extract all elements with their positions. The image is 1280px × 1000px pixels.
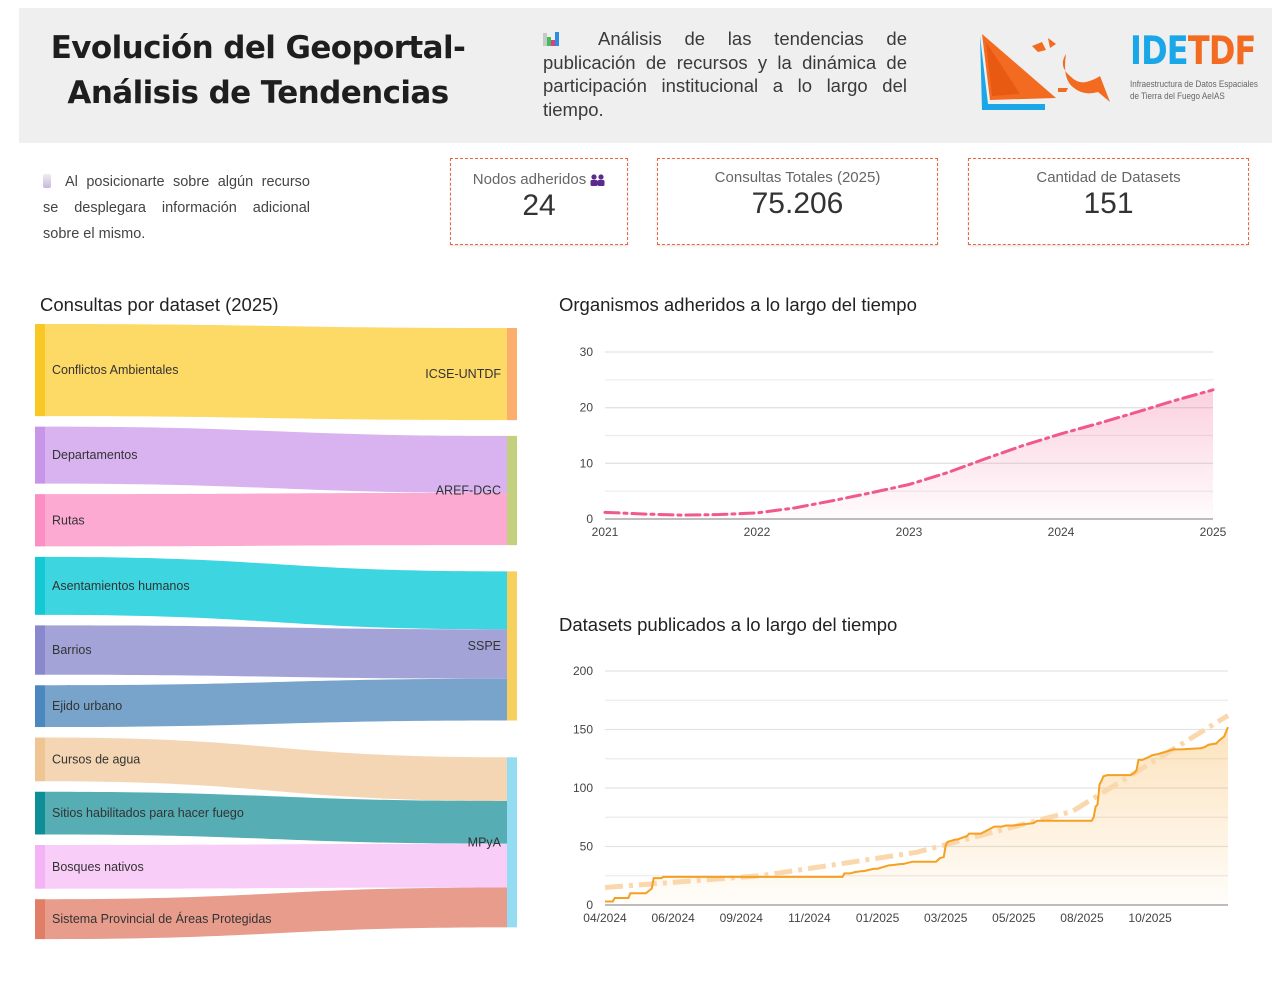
sankey-source-label: Barrios <box>52 643 92 657</box>
x-tick-label: 06/2024 <box>651 911 695 925</box>
page-title: Evolución del Geoportal- Análisis de Ten… <box>40 26 476 116</box>
x-tick-label: 08/2025 <box>1060 911 1104 925</box>
y-tick-label: 50 <box>580 840 594 854</box>
organismos-chart-title: Organismos adheridos a lo largo del tiem… <box>559 294 917 315</box>
sankey-source-node-sistema-provincial-de-areas-protegidas[interactable] <box>35 899 45 940</box>
sankey-source-label: Sistema Provincial de Áreas Protegidas <box>52 911 272 926</box>
area-fill <box>605 389 1213 519</box>
y-tick-label: 200 <box>573 664 593 678</box>
y-tick-label: 30 <box>580 345 594 359</box>
sankey-source-label: Conflictos Ambientales <box>52 363 178 377</box>
people-icon <box>590 174 605 186</box>
area-fill <box>605 727 1228 905</box>
organismos-area-chart[interactable]: 0 10 20 30 2021 2022 2023 2024 2025 <box>560 335 1260 550</box>
x-tick-label: 2022 <box>744 525 771 539</box>
sankey-source-node-cursos-de-agua[interactable] <box>35 737 45 782</box>
x-tick-label: 04/2024 <box>583 911 627 925</box>
page-title-line-2: Análisis de Tendencias <box>67 75 449 111</box>
sankey-source-label: Asentamientos humanos <box>52 579 190 593</box>
trend-line[interactable] <box>604 713 1230 890</box>
mobile-phone-icon <box>43 174 51 188</box>
sankey-source-node-asentamientos-humanos[interactable] <box>35 556 45 615</box>
sankey-source-label: Cursos de agua <box>52 752 140 766</box>
sankey-target-node-sspe[interactable] <box>507 571 517 721</box>
sankey-target-label: MPyA <box>468 835 502 849</box>
idetdf-logo[interactable]: IDETDF Infraestructura de Datos Espacial… <box>960 18 1260 118</box>
y-tick-label: 150 <box>573 723 593 737</box>
sankey-target-label: SSPE <box>468 639 501 653</box>
sankey-source-label: Departamentos <box>52 448 137 462</box>
sankey-chart[interactable]: Conflictos Ambientales Departamentos Rutas… <box>30 318 530 978</box>
kpi-card-nodos: Nodos adheridos 24 <box>450 158 628 245</box>
y-tick-label: 10 <box>580 456 594 470</box>
x-tick-label: 09/2024 <box>720 911 764 925</box>
sankey-target-label: AREF-DGC <box>436 484 501 498</box>
x-tick-label: 03/2025 <box>924 911 968 925</box>
kpi-value: 24 <box>522 189 556 222</box>
sankey-target-node-aref-dgc[interactable] <box>507 435 517 546</box>
sankey-source-node-rutas[interactable] <box>35 494 45 547</box>
logo-mark-icon <box>980 34 1110 110</box>
kpi-card-consultas: Consultas Totales (2025) 75.206 <box>657 158 938 245</box>
sankey-title: Consultas por dataset (2025) <box>40 294 279 315</box>
sankey-source-node-barrios[interactable] <box>35 625 45 675</box>
sankey-source-node-departamentos[interactable] <box>35 426 45 484</box>
sankey-source-label: Bosques nativos <box>52 860 144 874</box>
y-tick-label: 100 <box>573 781 593 795</box>
sankey-link-barrios[interactable] <box>45 625 507 679</box>
x-tick-label: 2023 <box>896 525 923 539</box>
logo-subtitle: Infraestructura de Datos Espaciales de T… <box>1130 79 1258 102</box>
hover-hint: Al posicionarte sobre algún recurso se d… <box>43 169 310 247</box>
kpi-label: Cantidad de Datasets <box>1036 169 1181 186</box>
kpi-label: Nodos adheridos <box>451 171 627 188</box>
y-tick-label: 0 <box>586 512 593 526</box>
page-title-line-1: Evolución del Geoportal- <box>50 30 466 66</box>
datasets-chart-title: Datasets publicados a lo largo del tiemp… <box>559 614 898 635</box>
x-tick-label: 01/2025 <box>856 911 900 925</box>
sankey-target-label: ICSE-UNTDF <box>425 367 501 381</box>
sankey-link-bosques-nativos[interactable] <box>45 843 507 889</box>
sankey-target-node-mpya[interactable] <box>507 757 517 928</box>
page-subtitle: Análisis de las tendencias de publicació… <box>543 27 907 121</box>
kpi-label: Consultas Totales (2025) <box>714 169 881 186</box>
logo-wordmark: IDETDF <box>1130 29 1256 74</box>
header-banner <box>19 8 1272 143</box>
x-tick-label: 2024 <box>1048 525 1075 539</box>
sankey-link-conflictos-ambientales[interactable] <box>45 324 507 421</box>
kpi-value: 75.206 <box>751 187 844 220</box>
sankey-link-cursos-de-agua[interactable] <box>45 737 507 801</box>
sankey-source-node-ejido-urbano[interactable] <box>35 685 45 728</box>
x-tick-label: 10/2025 <box>1128 911 1172 925</box>
sankey-source-label: Rutas <box>52 513 85 527</box>
sankey-link-asentamientos-humanos[interactable] <box>45 556 507 630</box>
series-line-datasets[interactable] <box>605 726 1229 903</box>
kpi-card-datasets: Cantidad de Datasets 151 <box>968 158 1249 245</box>
series-line-organismos[interactable] <box>603 388 1215 517</box>
datasets-area-chart[interactable]: 0 50 100 150 200 04/2024 06/2024 09/2024 11/2024… <box>560 655 1260 935</box>
sankey-link-sistema-provincial-de-areas-protegidas[interactable] <box>45 887 507 940</box>
subtitle-text: Análisis de las tendencias de publicació… <box>543 28 907 120</box>
sankey-target-node-icse-untdf[interactable] <box>507 328 517 421</box>
sankey-link-departamentos[interactable] <box>45 426 507 493</box>
sankey-source-node-bosques-nativos[interactable] <box>35 845 45 889</box>
sankey-source-node-conflictos-ambientales[interactable] <box>35 324 45 417</box>
hint-text: Al posicionarte sobre algún recurso se d… <box>43 174 310 242</box>
sankey-source-label: Sitios habilitados para hacer fuego <box>52 806 244 820</box>
x-tick-label: 2021 <box>592 525 619 539</box>
sankey-source-label: Ejido urbano <box>52 699 122 713</box>
sankey-link-sitios-habilitados-para-hacer-fuego[interactable] <box>45 791 507 844</box>
x-tick-label: 2025 <box>1200 525 1227 539</box>
sankey-link-rutas[interactable] <box>45 492 507 547</box>
kpi-value: 151 <box>1083 187 1134 220</box>
y-tick-label: 20 <box>580 401 594 415</box>
x-tick-label: 11/2024 <box>788 911 831 925</box>
y-tick-label: 0 <box>586 898 593 912</box>
sankey-source-node-sitios-habilitados-para-hacer-fuego[interactable] <box>35 791 45 835</box>
x-tick-label: 05/2025 <box>992 911 1036 925</box>
bar-chart-icon <box>543 30 560 46</box>
sankey-link-ejido-urbano[interactable] <box>45 678 507 728</box>
